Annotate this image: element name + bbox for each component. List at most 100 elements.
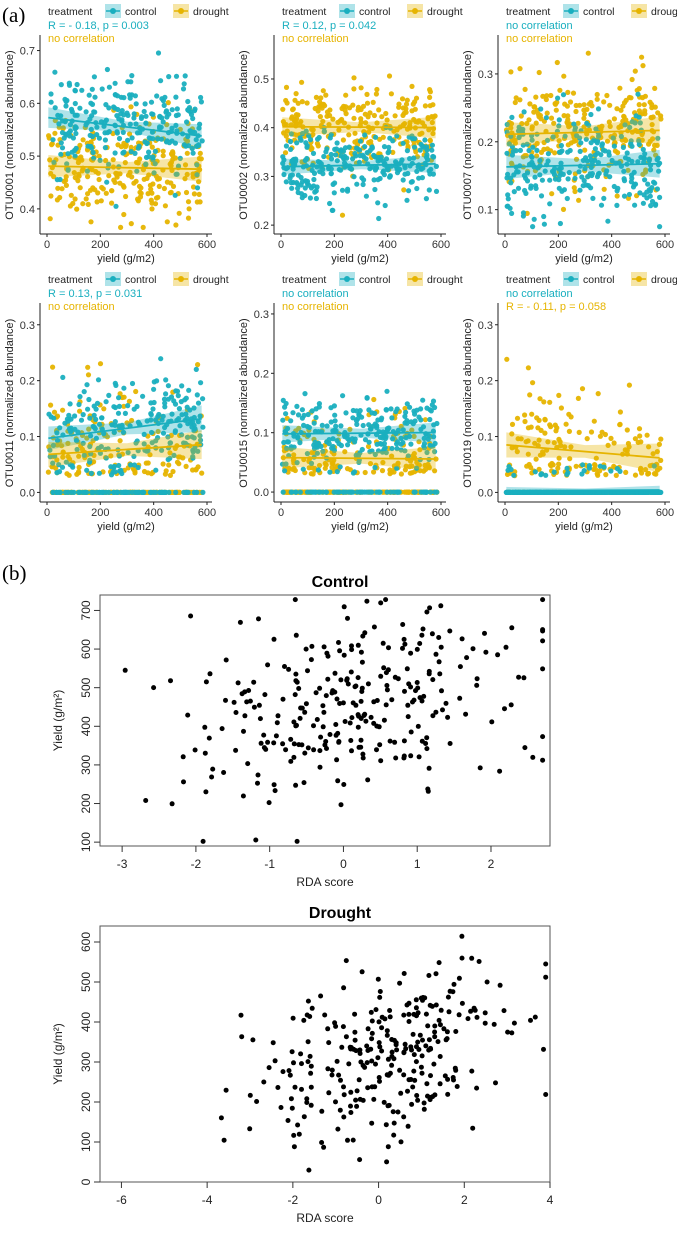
point-control (382, 202, 388, 209)
point (509, 625, 515, 631)
point-drought (554, 59, 560, 66)
point-drought (365, 114, 371, 120)
point (438, 1007, 444, 1013)
point (491, 1021, 497, 1027)
point (413, 997, 419, 1003)
point-control (330, 428, 336, 434)
point-drought (167, 472, 173, 478)
y-axis-label: OTU0019 (normalized abundance) (462, 318, 474, 487)
point-control (300, 466, 306, 472)
point (384, 1032, 390, 1038)
point-control (282, 428, 288, 434)
point-drought (185, 199, 192, 205)
point-control (509, 114, 515, 120)
point-control (428, 489, 434, 495)
point (421, 1100, 427, 1106)
point-control (144, 448, 150, 454)
point-drought (565, 121, 571, 127)
point-control (557, 220, 564, 227)
point-control (542, 168, 548, 174)
point-control (106, 84, 112, 90)
point-drought (363, 120, 369, 126)
point-drought (293, 91, 299, 97)
point-control (332, 146, 338, 152)
point (401, 971, 407, 976)
point-control (420, 397, 426, 403)
point-control (301, 422, 307, 428)
point (251, 679, 257, 685)
point-control (121, 385, 127, 391)
point-control (590, 195, 596, 201)
point (286, 666, 292, 672)
point-control (582, 165, 588, 172)
point-control (380, 169, 386, 175)
point-control (194, 185, 201, 191)
point-drought (340, 137, 346, 143)
point (540, 734, 546, 740)
point-control (421, 489, 427, 495)
point-drought (358, 85, 364, 91)
point-drought (396, 104, 402, 110)
point (294, 722, 299, 728)
point-control (636, 114, 642, 120)
point-control (299, 407, 305, 413)
point (168, 678, 173, 684)
point (344, 677, 350, 683)
point-drought (352, 139, 358, 145)
point-drought (362, 469, 368, 476)
point-drought (351, 86, 357, 92)
point (298, 1051, 304, 1057)
point-control (163, 139, 170, 145)
point-drought (573, 156, 580, 162)
point-control (116, 135, 123, 142)
point (457, 695, 463, 701)
point-control (309, 408, 315, 414)
point-control (581, 468, 587, 474)
point-control (331, 190, 337, 196)
point-drought (83, 196, 89, 202)
point (143, 798, 149, 803)
point-drought (654, 449, 660, 455)
legend-label-drought: drought (193, 6, 229, 18)
point-control (58, 151, 64, 157)
point (445, 994, 451, 1000)
point-drought (199, 470, 205, 476)
point-control (127, 92, 133, 98)
point-control (421, 445, 427, 451)
point (285, 1118, 291, 1123)
point (405, 1123, 411, 1129)
point-control (91, 155, 97, 161)
point-drought (386, 73, 393, 79)
point (393, 755, 399, 761)
point-control (295, 185, 301, 191)
point-drought (167, 450, 173, 456)
point-drought (594, 96, 600, 102)
point (474, 682, 480, 688)
point-drought (512, 99, 518, 106)
x-tick-label: 400 (378, 239, 396, 251)
point-drought (658, 457, 664, 463)
point (397, 980, 403, 986)
point-control (287, 138, 294, 145)
point-control (152, 161, 158, 167)
point-drought (312, 105, 318, 112)
point-drought (618, 107, 624, 113)
point (401, 1114, 407, 1120)
point-control (556, 117, 562, 123)
point (401, 1012, 407, 1018)
point-control (429, 147, 435, 153)
point-control (597, 463, 603, 469)
point-drought (652, 104, 658, 110)
point (379, 1025, 385, 1031)
point-control (558, 160, 564, 166)
point-control (395, 427, 401, 433)
point-control (433, 188, 440, 194)
point (257, 716, 263, 722)
point (283, 747, 289, 753)
annotation-control: no correlation (506, 20, 573, 32)
point-drought (595, 472, 601, 478)
point-control (122, 410, 128, 416)
point-control (92, 94, 98, 100)
point-control (197, 121, 203, 127)
